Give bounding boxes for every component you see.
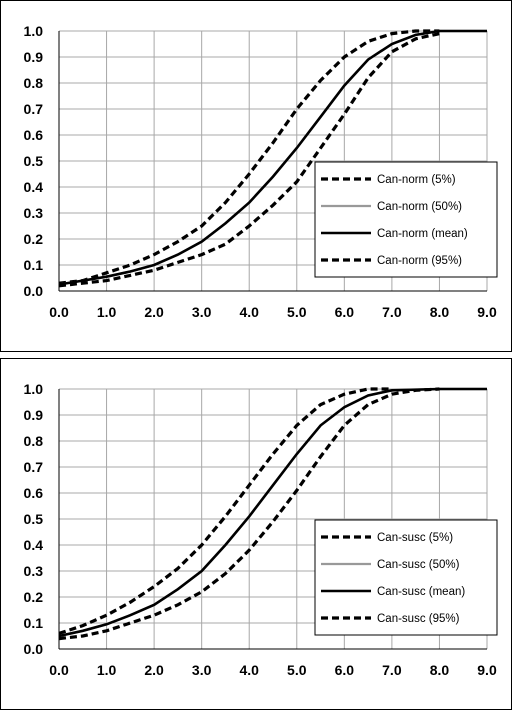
- x-tick-label: 4.0: [239, 304, 259, 320]
- y-tick-label: 0.8: [24, 433, 44, 449]
- y-tick-label: 0.1: [24, 257, 44, 273]
- legend-label: Can-norm (95%): [377, 255, 462, 267]
- y-tick-label: 1.0: [24, 23, 44, 39]
- y-tick-label: 0.5: [24, 511, 44, 527]
- x-tick-label: 7.0: [382, 304, 402, 320]
- legend-label: Can-norm (5%): [377, 174, 456, 186]
- series-line-3: [58, 32, 440, 288]
- legend-label: Can-susc (5%): [377, 532, 453, 544]
- y-tick-label: 0.6: [24, 127, 44, 143]
- y-tick-label: 0.0: [24, 641, 44, 657]
- y-tick-label: 0.3: [24, 205, 44, 221]
- chart-panel-bottom: 0.0 1.0 2.0 3.0 4.0 5.0 6.0 7.0 8.0 9.0 0.0 0.1 0.2 0…: [0, 358, 512, 710]
- y-tick-label: 0.6: [24, 485, 44, 501]
- x-tick-label: 3.0: [192, 304, 212, 320]
- x-tick-label: 8.0: [430, 304, 450, 320]
- chart-top: 0.0 1.0 2.0 3.0 4.0 5.0 6.0 7.0 8.0 9.0 0.0 0.1 0.2 0…: [24, 23, 498, 320]
- chart-panel-top: 0.0 1.0 2.0 3.0 4.0 5.0 6.0 7.0 8.0 9.0 0.0 0.1 0.2 0…: [0, 0, 512, 352]
- series-line-0: [58, 29, 440, 285]
- y-tick-label: 0.2: [24, 589, 44, 605]
- x-tick-label: 0.0: [49, 662, 69, 678]
- y-tick-label: 0.5: [24, 153, 44, 169]
- x-tick-label: 7.0: [382, 662, 402, 678]
- x-tick-label: 2.0: [144, 304, 164, 320]
- series-line-3: [58, 387, 440, 641]
- y-tick-label: 0.2: [24, 231, 44, 247]
- x-tick-label: 2.0: [144, 662, 164, 678]
- x-tick-label: 6.0: [335, 304, 355, 320]
- legend-label: Can-susc (95%): [377, 613, 460, 625]
- x-tick-label: 8.0: [430, 662, 450, 678]
- x-tick-label: 5.0: [287, 662, 307, 678]
- legend-label: Can-susc (mean): [377, 586, 465, 598]
- x-tick-label: 1.0: [97, 662, 117, 678]
- x-tick-label: 6.0: [335, 662, 355, 678]
- y-tick-label: 0.7: [24, 459, 44, 475]
- legend-label: Can-norm (mean): [377, 228, 468, 240]
- legend-box: [314, 519, 498, 636]
- series-line-2: [58, 387, 487, 638]
- y-tick-label: 0.8: [24, 75, 44, 91]
- x-tick-label: 9.0: [477, 662, 497, 678]
- x-tick-label: 1.0: [97, 304, 117, 320]
- y-tick-label: 0.3: [24, 563, 44, 579]
- legend-label: Can-norm (50%): [377, 201, 462, 213]
- y-tick-label: 0.1: [24, 615, 44, 631]
- x-tick-label: 0.0: [49, 304, 69, 320]
- legend-label: Can-susc (50%): [377, 559, 460, 571]
- y-tick-label: 0.4: [24, 179, 44, 195]
- legend-box: [314, 161, 498, 278]
- x-tick-label: 4.0: [239, 662, 259, 678]
- y-tick-label: 0.9: [24, 49, 44, 65]
- y-tick-label: 0.9: [24, 407, 44, 423]
- x-tick-label: 3.0: [192, 662, 212, 678]
- series-line-0: [58, 387, 392, 635]
- series-line-2: [58, 29, 487, 286]
- y-tick-label: 0.0: [24, 283, 44, 299]
- y-tick-label: 1.0: [24, 381, 44, 397]
- y-tick-label: 0.4: [24, 537, 44, 553]
- y-tick-label: 0.7: [24, 101, 44, 117]
- x-tick-label: 5.0: [287, 304, 307, 320]
- chart-bottom: 0.0 1.0 2.0 3.0 4.0 5.0 6.0 7.0 8.0 9.0 0.0 0.1 0.2 0…: [24, 381, 498, 678]
- x-tick-label: 9.0: [477, 304, 497, 320]
